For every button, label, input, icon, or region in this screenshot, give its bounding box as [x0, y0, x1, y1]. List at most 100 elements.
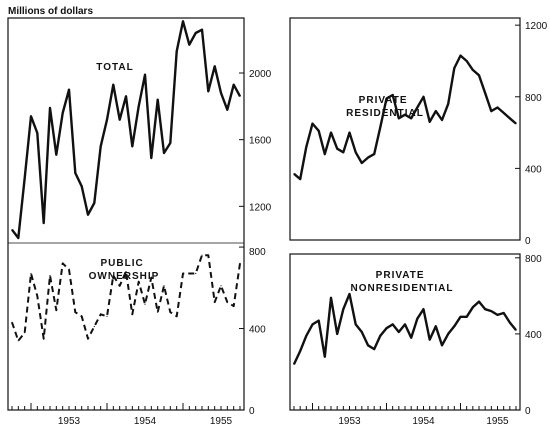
data-point-3-8: [342, 308, 344, 310]
series-line-3: [292, 292, 517, 365]
data-point-3-24: [441, 344, 443, 346]
data-point-0-22: [150, 157, 152, 159]
data-point-0-20: [138, 105, 140, 107]
data-point-0-16: [112, 84, 114, 86]
data-point-0-31: [207, 90, 209, 92]
data-point-0-21: [144, 74, 146, 76]
y-tick-label-2-1: 400: [525, 164, 542, 175]
data-point-0-8: [62, 112, 64, 114]
data-point-3-2: [305, 335, 307, 337]
data-point-1-4: [36, 295, 38, 297]
data-point-2-29: [472, 69, 474, 71]
data-point-0-12: [87, 214, 89, 216]
data-point-3-36: [515, 329, 517, 331]
data-point-0-15: [106, 119, 108, 121]
data-point-0-3: [30, 115, 32, 117]
data-point-2-11: [361, 162, 363, 164]
data-point-3-15: [385, 327, 388, 329]
data-point-3-0: [293, 363, 295, 365]
data-point-0-34: [226, 109, 228, 111]
data-point-0-4: [36, 132, 38, 134]
y-tick-label-1-0: 0: [249, 406, 255, 417]
series-line-0: [11, 20, 242, 240]
data-point-2-31: [484, 92, 486, 94]
data-point-1-12: [87, 338, 89, 340]
title-res-line1: PRIVATE: [359, 95, 408, 106]
data-point-1-9: [68, 268, 70, 271]
title-nonres-line2: NONRESIDENTIAL: [351, 283, 454, 294]
data-point-1-34: [226, 301, 228, 303]
title-private-nonresidential: PRIVATE NONRESIDENTIAL: [351, 270, 454, 294]
data-point-2-5: [324, 153, 326, 155]
data-point-0-7: [55, 154, 57, 156]
x-tick-label-3-0: 1953: [338, 416, 361, 427]
data-point-1-18: [125, 270, 127, 273]
chart-marks: 1200 1600 2000 0 400 800 1953 1954 1955 0 400 800 12…: [11, 20, 548, 427]
data-point-0-9: [68, 89, 70, 91]
data-point-1-24: [163, 285, 165, 287]
data-point-2-22: [429, 121, 431, 123]
data-point-3-1: [299, 350, 301, 352]
data-point-2-9: [348, 132, 351, 134]
data-point-2-28: [466, 60, 468, 62]
x-tick-label-3-2: 1955: [486, 416, 509, 427]
y-tick-label-3-0: 0: [525, 406, 531, 417]
data-point-2-14: [379, 126, 381, 128]
y-tick-label-2-0: 0: [525, 236, 531, 247]
data-point-3-13: [373, 348, 375, 350]
data-point-0-32: [214, 65, 216, 67]
data-point-1-35: [233, 305, 235, 307]
data-point-2-18: [404, 114, 406, 116]
data-point-0-10: [74, 172, 76, 174]
y-tick-label-0-1: 1600: [249, 136, 272, 147]
data-point-1-36: [239, 262, 241, 264]
data-point-1-29: [195, 272, 197, 275]
y-tick-label-3-1: 400: [525, 330, 542, 341]
data-point-1-8: [62, 262, 64, 264]
data-point-0-13: [93, 202, 95, 204]
data-point-0-36: [239, 95, 241, 97]
data-point-1-3: [30, 272, 32, 275]
data-point-2-1: [299, 178, 301, 180]
data-point-1-23: [157, 311, 159, 313]
y-tick-label-2-3: 1200: [525, 21, 548, 32]
data-point-3-9: [348, 293, 351, 295]
data-point-1-13: [93, 325, 95, 328]
data-point-1-27: [182, 272, 184, 275]
data-point-3-21: [422, 308, 425, 310]
data-point-3-4: [318, 320, 320, 322]
data-point-1-20: [138, 281, 140, 283]
data-point-1-7: [55, 309, 57, 311]
y-tick-label-1-1: 400: [249, 325, 266, 336]
data-point-1-16: [112, 275, 114, 277]
data-point-3-22: [429, 339, 431, 341]
data-point-0-1: [17, 237, 19, 239]
title-public-line1: PUBLIC: [100, 258, 143, 269]
x-tick-label-1-0: 1953: [58, 416, 81, 427]
data-point-3-27: [459, 316, 462, 318]
data-point-0-6: [49, 107, 51, 109]
data-point-2-10: [355, 151, 357, 153]
data-point-3-20: [416, 318, 418, 320]
data-point-2-4: [318, 130, 320, 132]
data-point-2-23: [435, 110, 437, 112]
data-point-2-16: [392, 94, 394, 96]
data-point-0-14: [100, 145, 102, 147]
data-point-2-24: [441, 119, 443, 121]
data-point-1-28: [188, 272, 190, 275]
data-point-0-17: [119, 119, 121, 121]
data-point-1-19: [131, 313, 133, 315]
data-point-3-14: [379, 335, 381, 337]
data-point-3-17: [398, 331, 400, 333]
data-point-0-25: [169, 142, 171, 144]
data-point-3-34: [503, 312, 505, 314]
data-point-2-13: [373, 153, 375, 155]
data-point-3-32: [490, 310, 492, 312]
data-point-2-8: [342, 151, 344, 153]
data-point-1-31: [207, 254, 209, 256]
data-point-2-26: [453, 67, 455, 69]
x-tick-label-1-1: 1954: [134, 416, 157, 427]
data-point-3-26: [453, 325, 455, 327]
data-point-1-1: [17, 340, 19, 342]
